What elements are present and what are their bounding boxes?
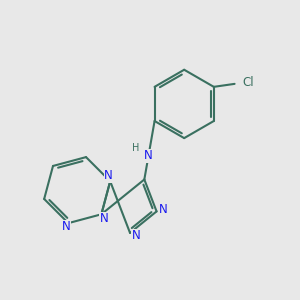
Text: N: N [159, 203, 167, 216]
Text: N: N [104, 169, 113, 182]
Text: N: N [61, 220, 70, 233]
Text: N: N [144, 149, 153, 162]
Text: H: H [132, 143, 140, 153]
Text: Cl: Cl [242, 76, 254, 89]
Text: N: N [100, 212, 109, 225]
Text: N: N [132, 230, 140, 242]
